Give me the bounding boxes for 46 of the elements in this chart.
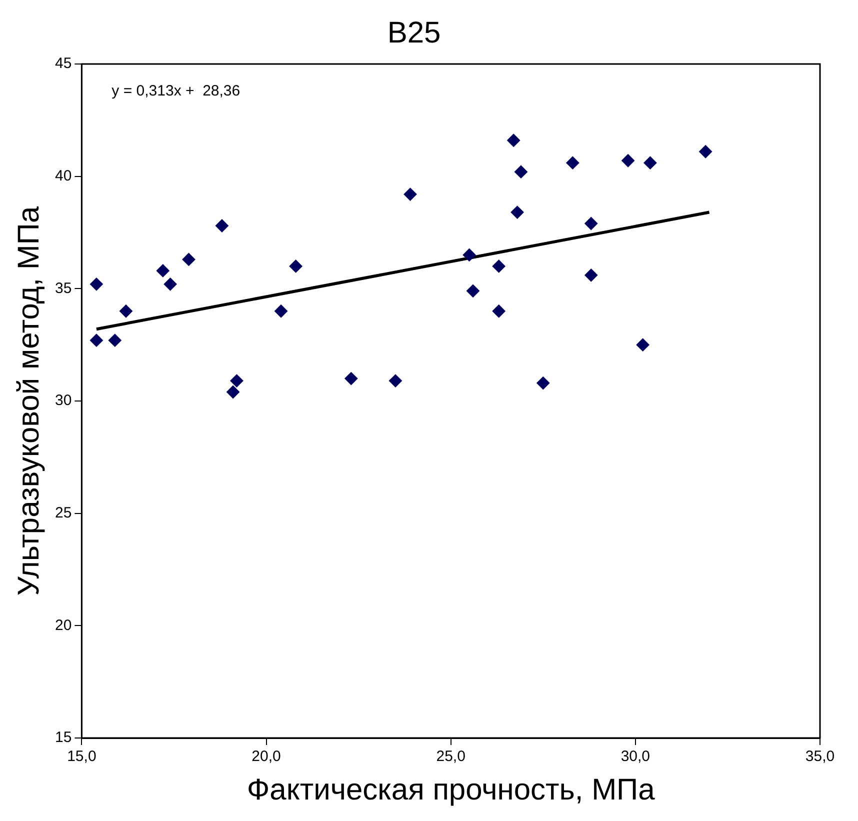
x-tick-label: 35,0 bbox=[805, 748, 835, 766]
point bbox=[404, 188, 417, 201]
point bbox=[644, 156, 657, 170]
point bbox=[344, 372, 358, 386]
y-tick-label: 15 bbox=[54, 729, 72, 746]
point bbox=[514, 165, 528, 178]
x-tick-label: 15,0 bbox=[67, 748, 96, 766]
point bbox=[182, 252, 196, 266]
y-tick-label: 30 bbox=[54, 392, 72, 410]
x-tick-label: 20,0 bbox=[252, 748, 281, 766]
point bbox=[462, 248, 476, 262]
y-tick-label: 25 bbox=[54, 504, 72, 522]
point bbox=[622, 154, 635, 168]
x-tick-label: 25,0 bbox=[436, 748, 466, 766]
point bbox=[699, 145, 712, 158]
point bbox=[584, 217, 598, 230]
point bbox=[164, 278, 177, 291]
point bbox=[388, 374, 402, 388]
y-tick-label: 40 bbox=[54, 167, 72, 184]
point bbox=[108, 334, 122, 347]
point bbox=[90, 278, 103, 291]
x-axis-title: Фактическая прочность, МПа bbox=[246, 773, 656, 806]
point bbox=[119, 304, 132, 318]
y-axis-title: Ультразвуковой метод, МПа bbox=[12, 206, 46, 596]
chart-title: B25 bbox=[387, 16, 441, 50]
point bbox=[492, 304, 506, 318]
point bbox=[230, 374, 244, 388]
point bbox=[584, 268, 598, 282]
x-tick-label: 30,0 bbox=[620, 748, 650, 766]
point bbox=[466, 284, 480, 298]
point bbox=[274, 304, 288, 318]
y-tick-label: 35 bbox=[54, 280, 72, 297]
y-tick-label: 45 bbox=[54, 55, 72, 72]
point bbox=[566, 156, 580, 170]
point bbox=[536, 376, 550, 390]
y-tick-label: 20 bbox=[54, 616, 72, 634]
point bbox=[156, 264, 170, 278]
point bbox=[636, 338, 650, 352]
annotation: y = 0,313x + 28,36 bbox=[112, 82, 240, 100]
point bbox=[215, 219, 228, 232]
point bbox=[507, 134, 520, 147]
point bbox=[289, 260, 302, 273]
point bbox=[226, 386, 240, 399]
point bbox=[510, 206, 524, 219]
point bbox=[90, 334, 103, 347]
point bbox=[492, 260, 506, 273]
